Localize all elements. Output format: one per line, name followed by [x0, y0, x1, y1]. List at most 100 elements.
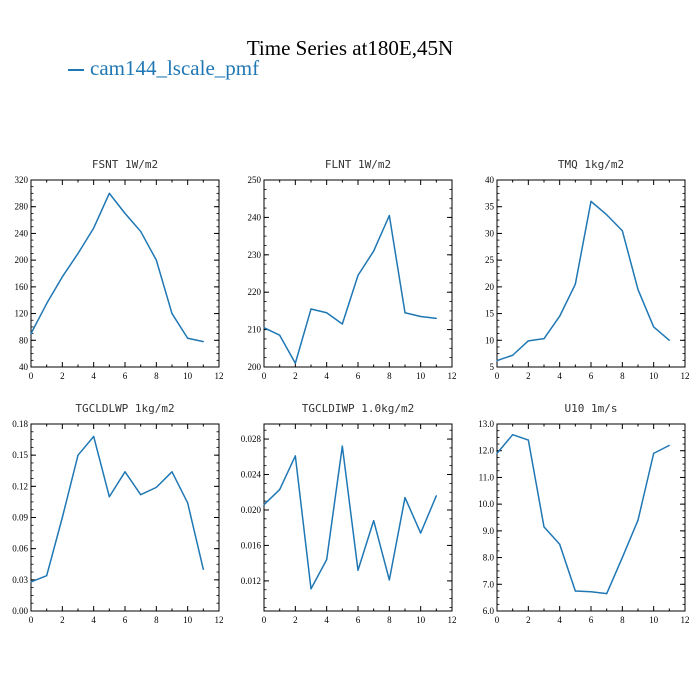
data-point	[420, 532, 422, 534]
x-tick-label: 12	[215, 371, 224, 381]
x-tick-label: 2	[293, 371, 298, 381]
x-tick-label: 6	[589, 371, 594, 381]
plot-frame	[263, 423, 453, 612]
x-tick-label: 4	[91, 615, 96, 625]
y-tick-label: 11.0	[479, 472, 495, 482]
y-tick-label: 6.0	[483, 606, 495, 616]
x-tick-label: 2	[60, 615, 65, 625]
data-point	[559, 543, 561, 545]
chart-panel-6: U10 1m/s 0 2 4 6 8 10 12 6.0 7.0 8.0 9.0 10.0 11.0 12.…	[478, 402, 689, 625]
x-tick-label: 12	[681, 371, 690, 381]
y-tick-label: 12.0	[478, 446, 494, 456]
data-point	[512, 354, 514, 356]
data-point	[326, 312, 328, 314]
y-tick-label: 0.024	[241, 470, 262, 480]
y-tick-label: 40	[485, 175, 495, 185]
data-point	[171, 312, 173, 315]
data-point	[543, 526, 545, 528]
y-tick-label: 0.18	[12, 419, 28, 429]
y-tick-label: 320	[15, 175, 29, 185]
y-tick-label: 0.016	[241, 540, 262, 550]
y-tick-label: 15	[485, 309, 495, 319]
y-tick-label: 0.12	[12, 481, 28, 491]
chart-panel-2: FLNT 1W/m2 0 2 4 6 8 10 12 200 210 220 230 240 250	[248, 158, 457, 381]
series-line	[263, 445, 438, 590]
data-point	[590, 591, 592, 593]
data-point	[637, 519, 639, 521]
plot-frame	[263, 179, 453, 368]
x-tick-label: 6	[123, 371, 128, 381]
x-tick-label: 6	[356, 371, 361, 381]
x-tick-label: 8	[387, 615, 392, 625]
series-line	[263, 214, 437, 365]
y-tick-label: 220	[248, 287, 262, 297]
x-tick-label: 0	[495, 371, 500, 381]
data-point	[46, 302, 48, 305]
data-point	[590, 200, 592, 202]
x-tick-label: 12	[681, 615, 690, 625]
y-tick-label: 0.012	[241, 576, 261, 586]
data-point	[543, 338, 545, 340]
y-tick-label: 200	[248, 362, 262, 372]
x-tick-label: 0	[495, 615, 500, 625]
y-tick-label: 7.0	[483, 579, 495, 589]
x-tick-label: 8	[387, 371, 392, 381]
y-tick-label: 200	[15, 255, 29, 265]
y-tick-label: 8.0	[483, 553, 495, 563]
data-point	[310, 308, 312, 310]
data-point	[653, 326, 655, 328]
y-tick-label: 240	[248, 212, 262, 222]
chart-title: TGCLDIWP 1.0kg/m2	[302, 402, 415, 415]
data-point	[93, 227, 95, 229]
data-point	[373, 520, 375, 522]
x-tick-label: 0	[262, 615, 267, 625]
y-tick-label: 35	[485, 202, 495, 212]
y-tick-label: 0.06	[12, 544, 28, 554]
legend-line-swatch	[68, 69, 84, 72]
x-tick-label: 0	[262, 371, 267, 381]
data-point	[606, 214, 608, 216]
data-point	[404, 312, 406, 314]
x-tick-label: 8	[620, 371, 625, 381]
data-point	[187, 502, 189, 504]
x-tick-label: 2	[526, 371, 531, 381]
data-point	[202, 568, 204, 571]
x-tick-label: 6	[356, 615, 361, 625]
series-line	[496, 200, 670, 362]
data-point	[621, 556, 623, 559]
legend: cam144_lscale_pmf	[68, 56, 259, 81]
data-point	[77, 252, 79, 255]
x-tick-label: 8	[620, 615, 625, 625]
data-point	[357, 274, 359, 276]
y-tick-label: 10.0	[478, 499, 494, 509]
data-point	[140, 494, 142, 496]
y-tick-label: 120	[15, 309, 29, 319]
y-tick-label: 280	[15, 202, 29, 212]
x-tick-label: 4	[557, 371, 562, 381]
y-tick-label: 0.020	[241, 505, 262, 515]
series-line	[30, 435, 205, 583]
chart-title: FLNT 1W/m2	[325, 158, 391, 171]
x-tick-label: 0	[29, 615, 34, 625]
data-point	[637, 288, 639, 291]
data-point	[279, 334, 281, 336]
y-tick-label: 0.15	[12, 450, 28, 460]
y-tick-label: 40	[19, 362, 29, 372]
data-point	[574, 590, 576, 592]
x-tick-label: 4	[324, 615, 329, 625]
x-tick-label: 8	[154, 615, 159, 625]
y-tick-label: 240	[15, 228, 29, 238]
chart-panel-5: TGCLDIWP 1.0kg/m2 0 2 4 6 8 10 12 0.012 0.016 0.02…	[241, 402, 457, 625]
data-point	[496, 452, 498, 454]
data-point	[155, 259, 157, 261]
y-tick-label: 0.028	[241, 434, 262, 444]
data-point	[404, 496, 406, 499]
y-tick-label: 9.0	[483, 526, 495, 536]
x-tick-label: 4	[557, 615, 562, 625]
data-point	[496, 359, 498, 362]
data-point	[310, 588, 312, 590]
y-tick-label: 210	[248, 325, 262, 335]
chart-title: TGCLDLWP 1kg/m2	[75, 402, 174, 415]
data-point	[93, 435, 95, 438]
y-tick-label: 250	[248, 175, 262, 185]
